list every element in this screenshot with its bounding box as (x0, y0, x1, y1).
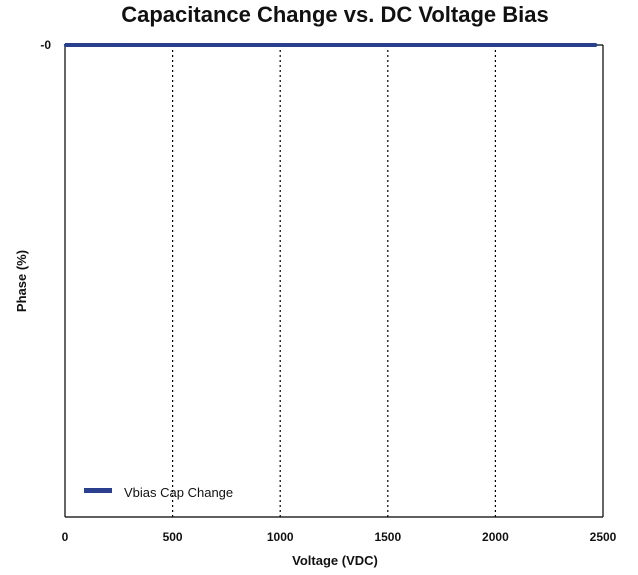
x-axis-label: Voltage (VDC) (292, 553, 378, 568)
x-tick-label-500: 500 (163, 530, 183, 544)
series-point-0-4 (279, 43, 282, 47)
legend-swatch (84, 488, 112, 493)
x-tick-label-1500: 1500 (374, 530, 401, 544)
series-point-0-0 (63, 43, 67, 47)
x-tick-label-1000: 1000 (267, 530, 294, 544)
x-tick-label-0: 0 (62, 530, 69, 544)
y-axis-label: Phase (%) (14, 250, 29, 312)
y-axis-ticks: -0 (40, 38, 51, 52)
series-point-0-10 (595, 43, 598, 47)
y-tick-label-0: -0 (40, 38, 51, 52)
series-point-0-7 (440, 43, 443, 47)
series-point-0-3 (225, 43, 228, 47)
chart-title: Capacitance Change vs. DC Voltage Bias (121, 2, 549, 27)
plot-area: 0 500 1000 1500 2000 2500 -0 Vbias Cap Change (40, 38, 616, 544)
x-tick-label-2000: 2000 (482, 530, 509, 544)
x-axis-ticks: 0 500 1000 1500 2000 2500 (62, 530, 617, 544)
legend-label: Vbias Cap Change (124, 485, 233, 500)
series-layer (63, 43, 598, 47)
series-point-0-9 (548, 43, 551, 47)
series-point-0-6 (386, 43, 389, 47)
series-point-0-2 (171, 43, 174, 47)
series-point-0-1 (117, 43, 121, 47)
series-point-0-5 (332, 43, 336, 47)
x-tick-label-2500: 2500 (590, 530, 617, 544)
series-point-0-8 (494, 43, 497, 47)
legend: Vbias Cap Change (84, 485, 233, 500)
gridlines (172, 45, 496, 517)
